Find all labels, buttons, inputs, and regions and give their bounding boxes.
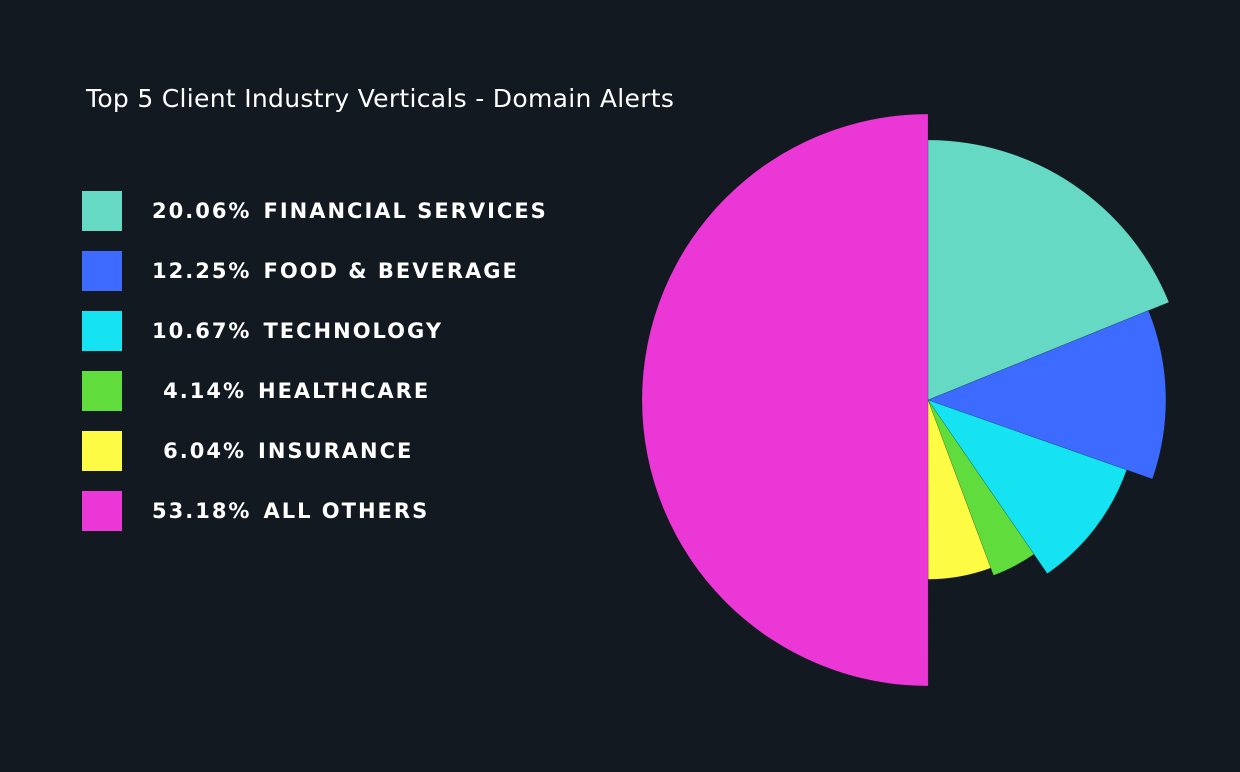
pie-slice-financial-services [927, 139, 1170, 401]
legend-swatch-food-beverage [82, 251, 122, 291]
legend-item-technology: 10.67% TECHNOLOGY [82, 311, 548, 351]
legend-swatch-healthcare [82, 371, 122, 411]
legend-item-financial-services: 20.06% FINANCIAL SERVICES [82, 191, 548, 231]
legend-text: 53.18% ALL OTHERS [152, 499, 429, 523]
legend-text: 12.25% FOOD & BEVERAGE [152, 259, 519, 283]
legend-swatch-technology [82, 311, 122, 351]
legend-item-insurance: 6.04% INSURANCE [82, 431, 548, 471]
legend-item-food-beverage: 12.25% FOOD & BEVERAGE [82, 251, 548, 291]
pie-chart [641, 113, 1170, 687]
legend-label: FOOD & BEVERAGE [263, 259, 519, 283]
pie-slice-food-beverage [927, 310, 1167, 480]
legend-label: TECHNOLOGY [263, 319, 444, 343]
legend-item-all-others: 53.18% ALL OTHERS [82, 491, 548, 531]
legend-text: 20.06% FINANCIAL SERVICES [152, 199, 548, 223]
legend-label: ALL OTHERS [263, 499, 430, 523]
legend-swatch-insurance [82, 431, 122, 471]
legend-label: INSURANCE [258, 439, 414, 463]
legend-percent: 6.04% [163, 439, 246, 463]
legend-percent: 10.67% [152, 319, 252, 343]
legend-text: 4.14% HEALTHCARE [152, 379, 430, 403]
legend-percent: 12.25% [152, 259, 252, 283]
legend-percent: 4.14% [163, 379, 246, 403]
pie-slice-all-others [641, 113, 929, 687]
chart-title: Top 5 Client Industry Verticals - Domain… [86, 84, 675, 113]
legend-item-healthcare: 4.14% HEALTHCARE [82, 371, 548, 411]
legend-percent: 20.06% [152, 199, 252, 223]
legend-label: FINANCIAL SERVICES [263, 199, 548, 223]
pie-slice-technology [927, 399, 1128, 574]
legend-text: 10.67% TECHNOLOGY [152, 319, 443, 343]
pie-slice-insurance [927, 399, 992, 580]
legend-text: 6.04% INSURANCE [152, 439, 413, 463]
legend-swatch-financial-services [82, 191, 122, 231]
legend-percent: 53.18% [152, 499, 252, 523]
pie-slice-healthcare [927, 399, 1035, 576]
legend-swatch-all-others [82, 491, 122, 531]
legend: 20.06% FINANCIAL SERVICES 12.25% FOOD & BE… [82, 191, 548, 551]
legend-label: HEALTHCARE [258, 379, 431, 403]
